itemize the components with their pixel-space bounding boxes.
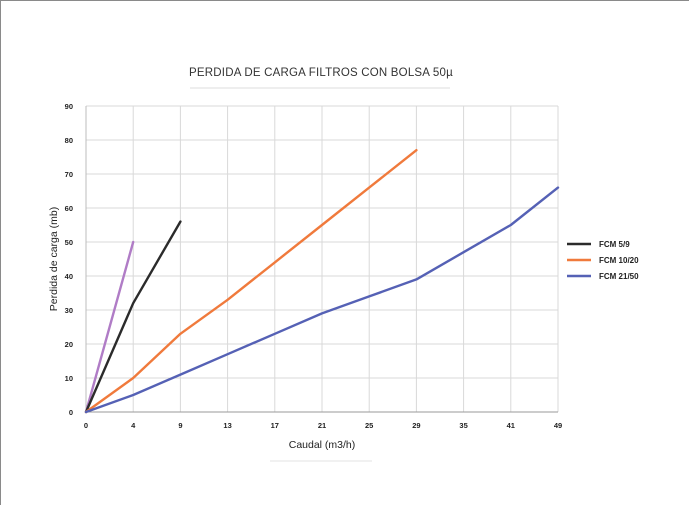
legend-label-fcm-10-20: FCM 10/20 bbox=[599, 256, 639, 265]
y-tick-label: 30 bbox=[65, 306, 73, 315]
x-tick-label: 25 bbox=[365, 421, 373, 430]
legend-label-fcm-5-9: FCM 5/9 bbox=[599, 240, 630, 249]
y-tick-label: 70 bbox=[65, 170, 73, 179]
grid bbox=[86, 105, 559, 412]
axes bbox=[85, 106, 558, 413]
y-tick-label: 40 bbox=[65, 272, 73, 281]
series-line-fcm-5-9 bbox=[84, 220, 182, 414]
chart-title: PERDIDA DE CARGA FILTROS CON BOLSA 50µ bbox=[189, 67, 453, 79]
x-tick-label: 0 bbox=[84, 421, 88, 430]
y-tick-label: 50 bbox=[65, 238, 73, 247]
x-tick-label: 9 bbox=[178, 421, 182, 430]
x-tick-label: 35 bbox=[459, 421, 467, 430]
y-tick-label: 10 bbox=[65, 374, 73, 383]
x-tick-label: 21 bbox=[318, 421, 326, 430]
x-tick-label: 13 bbox=[223, 421, 231, 430]
y-tick-label: 60 bbox=[65, 204, 73, 213]
x-tick-label: 41 bbox=[507, 421, 515, 430]
x-tick-label: 29 bbox=[412, 421, 420, 430]
series-lines bbox=[84, 148, 560, 414]
x-tick-label: 49 bbox=[554, 421, 562, 430]
legend: FCM 5/9 FCM 10/20 FCM 21/50 bbox=[567, 240, 639, 281]
y-tick-label: 80 bbox=[65, 136, 73, 145]
y-tick-label: 20 bbox=[65, 340, 73, 349]
y-tick-label: 90 bbox=[65, 102, 73, 111]
series-line-fcm-10-20 bbox=[84, 148, 418, 414]
x-axis-label: Caudal (m3/h) bbox=[289, 439, 356, 451]
series-line-0 bbox=[84, 240, 135, 414]
x-tick-label: 17 bbox=[271, 421, 279, 430]
y-tick-label: 0 bbox=[69, 408, 73, 417]
series-line-fcm-21-50 bbox=[84, 186, 560, 414]
x-tick-label: 4 bbox=[131, 421, 136, 430]
legend-label-fcm-21-50: FCM 21/50 bbox=[599, 272, 639, 281]
y-axis-label: Perdida de carga (mb) bbox=[48, 207, 60, 311]
